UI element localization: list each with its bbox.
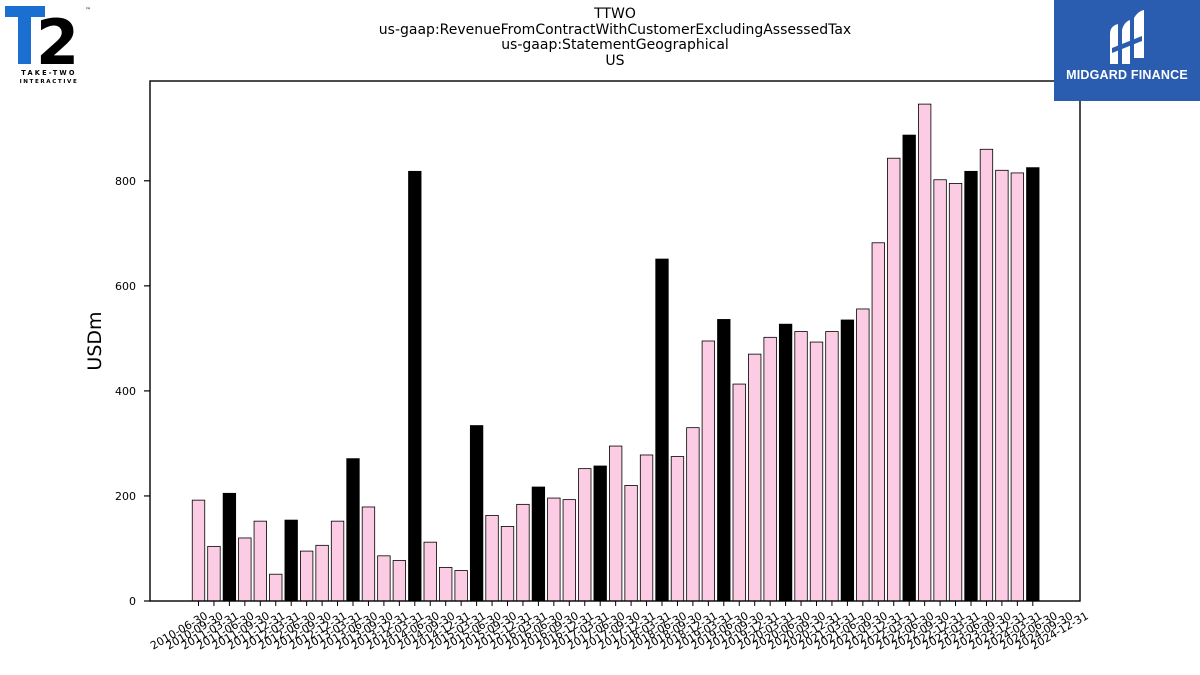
bar xyxy=(500,526,515,602)
bar xyxy=(516,503,530,602)
bar xyxy=(995,169,1009,602)
bar xyxy=(485,514,499,602)
y-tick-label: 200 xyxy=(115,490,136,503)
y-tick-label: 600 xyxy=(115,280,136,293)
bar xyxy=(701,340,715,602)
bar xyxy=(346,458,360,602)
bar xyxy=(439,566,453,602)
t2-logo-sub2: INTERACTIVE xyxy=(20,79,79,85)
bar xyxy=(933,179,947,602)
bar xyxy=(918,103,932,602)
midgard-brand-text: MIDGARD FINANCE xyxy=(1066,68,1188,82)
y-tick-label: 0 xyxy=(129,595,136,608)
bar xyxy=(361,506,376,602)
bar xyxy=(871,242,885,602)
bar xyxy=(454,570,468,602)
bar xyxy=(408,170,422,602)
bar xyxy=(330,520,345,602)
bar xyxy=(238,537,252,602)
bar xyxy=(825,331,839,602)
y-tick-label: 400 xyxy=(115,385,136,398)
bar xyxy=(578,468,592,602)
bar xyxy=(732,383,746,602)
bar xyxy=(686,427,700,602)
bar xyxy=(593,465,607,602)
chart-title-concept: us-gaap:RevenueFromContractWithCustomerE… xyxy=(378,21,852,38)
bar xyxy=(794,331,808,602)
bar xyxy=(887,157,901,602)
bar xyxy=(624,485,638,602)
bar xyxy=(1026,167,1040,602)
bar xyxy=(778,323,793,602)
bars-group xyxy=(191,103,1040,602)
bar xyxy=(639,454,654,602)
bar xyxy=(377,555,391,602)
bar xyxy=(748,353,762,602)
chart-title-block: TTWO us-gaap:RevenueFromContractWithCust… xyxy=(315,6,915,69)
bar xyxy=(191,499,206,602)
midgard-mark-icon xyxy=(1110,10,1144,64)
bar xyxy=(547,497,561,602)
bar xyxy=(655,258,669,602)
bar xyxy=(222,492,237,602)
y-axis-label: USDm xyxy=(84,311,106,370)
bar xyxy=(423,541,437,602)
bar xyxy=(315,544,329,602)
bar xyxy=(1010,172,1024,602)
bar xyxy=(284,519,298,602)
bar xyxy=(299,550,314,602)
x-axis: 2010-06-302010-09-302011-03-312011-06-30… xyxy=(148,601,1091,652)
bar xyxy=(979,148,994,602)
t2-logo-sub1: TAKE-TWO xyxy=(21,69,76,77)
t2-logo-digit: 2 xyxy=(36,6,79,79)
bar xyxy=(609,445,623,602)
chart-title-axis: us-gaap:StatementGeographical xyxy=(501,37,729,53)
bar xyxy=(902,134,916,602)
chart-title-member: US xyxy=(605,52,625,69)
chart-title-ticker: TTWO xyxy=(594,6,636,22)
bar xyxy=(469,425,484,602)
bar xyxy=(253,520,267,602)
t2-logo-icon: 2 ™ TAKE-TWO INTERACTIVE xyxy=(5,6,91,85)
bar xyxy=(531,486,546,602)
bar xyxy=(207,545,221,602)
bar xyxy=(562,499,576,602)
bar xyxy=(948,183,963,602)
plot-frame xyxy=(149,80,1081,602)
bar xyxy=(392,560,407,602)
bar xyxy=(670,456,685,602)
midgard-finance-logo: MIDGARD FINANCE xyxy=(1054,0,1200,101)
take-two-logo: 2 ™ TAKE-TWO INTERACTIVE xyxy=(4,4,94,86)
bar xyxy=(717,319,731,602)
bar xyxy=(840,319,855,602)
bar xyxy=(763,336,777,602)
bar xyxy=(856,308,870,602)
y-axis: 0 200 400 600 800 xyxy=(115,175,150,608)
y-tick-label: 800 xyxy=(115,175,136,188)
bar xyxy=(269,573,283,602)
bar xyxy=(964,170,978,602)
bar xyxy=(809,341,824,602)
t2-logo-tm: ™ xyxy=(85,7,91,14)
